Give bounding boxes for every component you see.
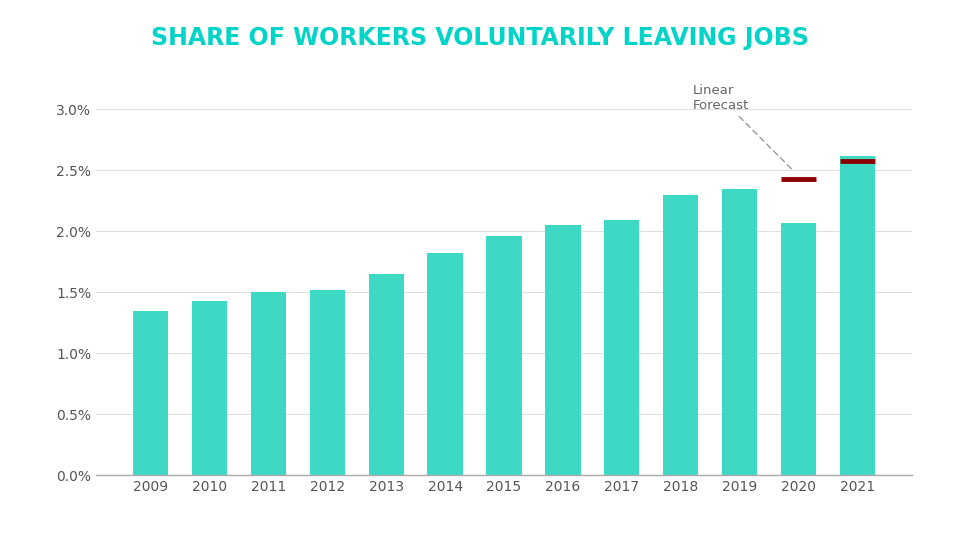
Bar bbox=[604, 220, 639, 475]
Bar bbox=[840, 156, 875, 475]
Bar bbox=[545, 225, 581, 475]
Text: SHARE OF WORKERS VOLUNTARILY LEAVING JOBS: SHARE OF WORKERS VOLUNTARILY LEAVING JOB… bbox=[151, 26, 809, 50]
Text: Linear
Forecast: Linear Forecast bbox=[692, 84, 794, 171]
Bar bbox=[310, 290, 345, 475]
Bar bbox=[722, 188, 757, 475]
Bar bbox=[369, 274, 404, 475]
Bar bbox=[427, 253, 463, 475]
Bar bbox=[251, 292, 286, 475]
Bar bbox=[133, 310, 168, 475]
Bar bbox=[780, 223, 816, 475]
Bar bbox=[663, 195, 698, 475]
Bar bbox=[487, 236, 521, 475]
Bar bbox=[192, 301, 228, 475]
